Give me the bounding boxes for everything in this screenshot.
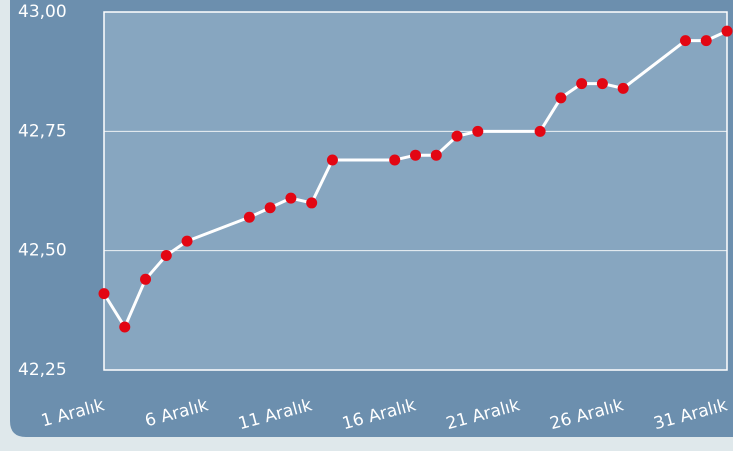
marker <box>721 25 733 37</box>
marker <box>576 78 588 90</box>
marker <box>430 149 442 161</box>
marker <box>160 249 172 261</box>
marker <box>451 130 463 142</box>
marker <box>679 35 691 47</box>
marker <box>181 235 193 247</box>
marker <box>389 154 401 166</box>
marker <box>555 92 567 104</box>
marker <box>306 197 318 209</box>
y-tick-label: 43,00 <box>18 2 67 22</box>
marker <box>534 125 546 137</box>
marker <box>119 321 131 333</box>
y-tick-label: 42,50 <box>18 241 67 261</box>
marker <box>700 35 712 47</box>
plot-border <box>103 11 728 371</box>
plot-area <box>104 12 727 370</box>
marker <box>617 82 629 94</box>
marker <box>243 211 255 223</box>
y-tick-label: 42,25 <box>18 360 67 380</box>
marker <box>98 288 110 300</box>
marker <box>140 273 152 285</box>
marker <box>472 125 484 137</box>
y-tick-label: 42,75 <box>18 121 67 141</box>
marker <box>410 149 421 161</box>
marker <box>264 202 276 214</box>
marker <box>285 192 297 204</box>
marker <box>326 154 338 166</box>
marker <box>596 78 608 90</box>
